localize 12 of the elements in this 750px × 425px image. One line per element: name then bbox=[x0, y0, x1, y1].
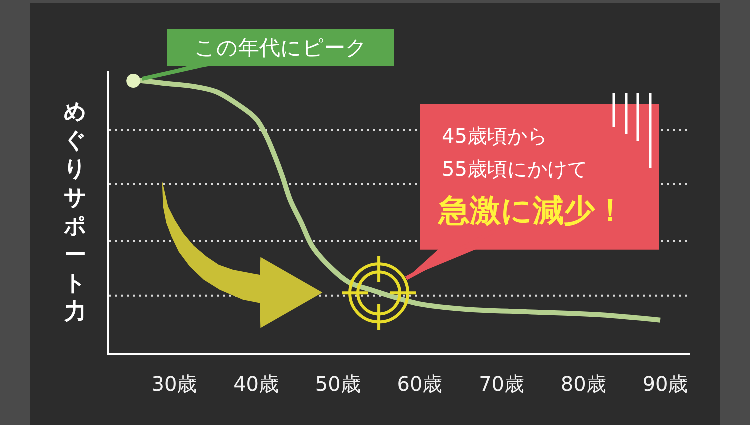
x-tick-label: 70歳 bbox=[479, 372, 525, 396]
x-tick-label: 50歳 bbox=[315, 372, 361, 396]
x-tick-label: 40歳 bbox=[234, 372, 280, 396]
y-axis-title: めぐりサポート力 bbox=[63, 100, 87, 326]
annotation: この年代にピーク bbox=[194, 36, 368, 60]
x-tick-label: 90歳 bbox=[642, 372, 688, 396]
annotation: 45歳頃から bbox=[442, 124, 548, 148]
x-tick-label: 60歳 bbox=[397, 372, 443, 396]
annotation: 急激に減少！ bbox=[438, 193, 626, 229]
x-tick-label: 30歳 bbox=[152, 372, 198, 396]
x-tick-label: 80歳 bbox=[560, 372, 606, 396]
annotation: 55歳頃にかけて bbox=[442, 157, 588, 181]
